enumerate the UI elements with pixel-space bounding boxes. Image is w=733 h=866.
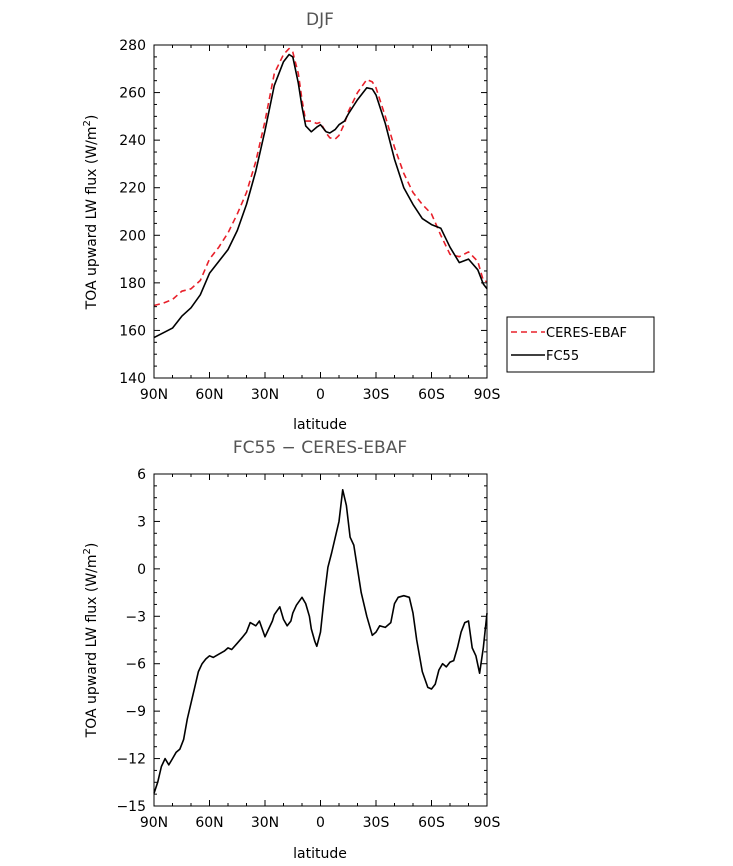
top-x-tick-labels: 90N 60N 30N 0 30S 60S 90S [140, 387, 501, 403]
y-tick-label: 200 [119, 228, 146, 244]
bottom-plot-frame [153, 473, 488, 807]
y-tick-label: 0 [137, 562, 146, 578]
y-tick-label: 140 [119, 371, 146, 387]
y-tick-label: −9 [125, 704, 146, 720]
x-tick-label: 60N [195, 815, 223, 831]
y-tick-label: −6 [125, 657, 146, 673]
x-tick-label: 60N [195, 387, 223, 403]
x-tick-label: 60S [418, 387, 445, 403]
bottom-y-axis-label-superscript: 2 [82, 548, 93, 554]
legend-label-ceres: CERES-EBAF [546, 326, 627, 341]
x-tick-label: 90N [140, 815, 168, 831]
difference-line [153, 488, 488, 794]
y-tick-label: 3 [137, 514, 146, 530]
x-tick-label: 90S [474, 387, 501, 403]
fc55-line [153, 53, 488, 339]
top-y-axis-label: TOA upward LW flux (W/m2) [82, 115, 100, 311]
y-tick-label: 220 [119, 181, 146, 197]
bottom-y-axis-label-main: TOA upward LW flux (W/m [84, 554, 100, 738]
y-tick-label: 6 [137, 467, 146, 483]
top-y-axis-label-superscript: 2 [82, 120, 93, 126]
bottom-panel: FC55 − CERES-EBAF −15 −12 −9 −6 −3 0 3 6 90N 60N… [82, 438, 500, 862]
bottom-series-lines [153, 488, 488, 794]
top-plot-frame [153, 44, 488, 379]
legend-label-fc55: FC55 [546, 349, 579, 364]
top-x-axis-label: latitude [293, 417, 347, 433]
x-tick-label: 30S [363, 815, 390, 831]
bottom-x-tick-labels: 90N 60N 30N 0 30S 60S 90S [140, 815, 501, 831]
top-y-tick-labels: 140 160 180 200 220 240 260 280 [119, 38, 146, 387]
y-tick-label: 160 [119, 323, 146, 339]
y-tick-label: 180 [119, 276, 146, 292]
x-tick-label: 60S [418, 815, 445, 831]
legend-box [506, 316, 655, 373]
ceres-ebaf-line [153, 47, 488, 307]
bottom-axis-ticks [153, 473, 488, 807]
bottom-x-axis-label: latitude [293, 846, 347, 862]
top-title: DJF [306, 10, 334, 30]
y-tick-label: 240 [119, 133, 146, 149]
y-tick-label: 280 [119, 38, 146, 54]
x-tick-label: 30S [363, 387, 390, 403]
y-tick-label: −15 [116, 799, 146, 815]
bottom-y-tick-labels: −15 −12 −9 −6 −3 0 3 6 [116, 467, 146, 815]
bottom-title: FC55 − CERES-EBAF [233, 438, 407, 458]
y-tick-label: 260 [119, 86, 146, 102]
x-tick-label: 0 [316, 815, 325, 831]
top-panel: DJF 140 160 180 200 220 240 260 280 90N 60N 30N 0 3… [82, 10, 655, 433]
x-tick-label: 90S [474, 815, 501, 831]
x-tick-label: 90N [140, 387, 168, 403]
x-tick-label: 0 [316, 387, 325, 403]
bottom-y-axis-label: TOA upward LW flux (W/m2) [82, 543, 100, 739]
bottom-y-axis-label-end: ) [84, 543, 100, 548]
x-tick-label: 30N [251, 387, 279, 403]
x-tick-label: 30N [251, 815, 279, 831]
top-legend: CERES-EBAF FC55 [506, 316, 655, 373]
top-axis-ticks [153, 44, 488, 379]
top-y-axis-label-main: TOA upward LW flux (W/m [84, 126, 100, 310]
y-tick-label: −12 [116, 752, 146, 768]
top-series-lines [153, 47, 488, 339]
top-y-axis-label-end: ) [84, 115, 100, 120]
y-tick-label: −3 [125, 609, 146, 625]
